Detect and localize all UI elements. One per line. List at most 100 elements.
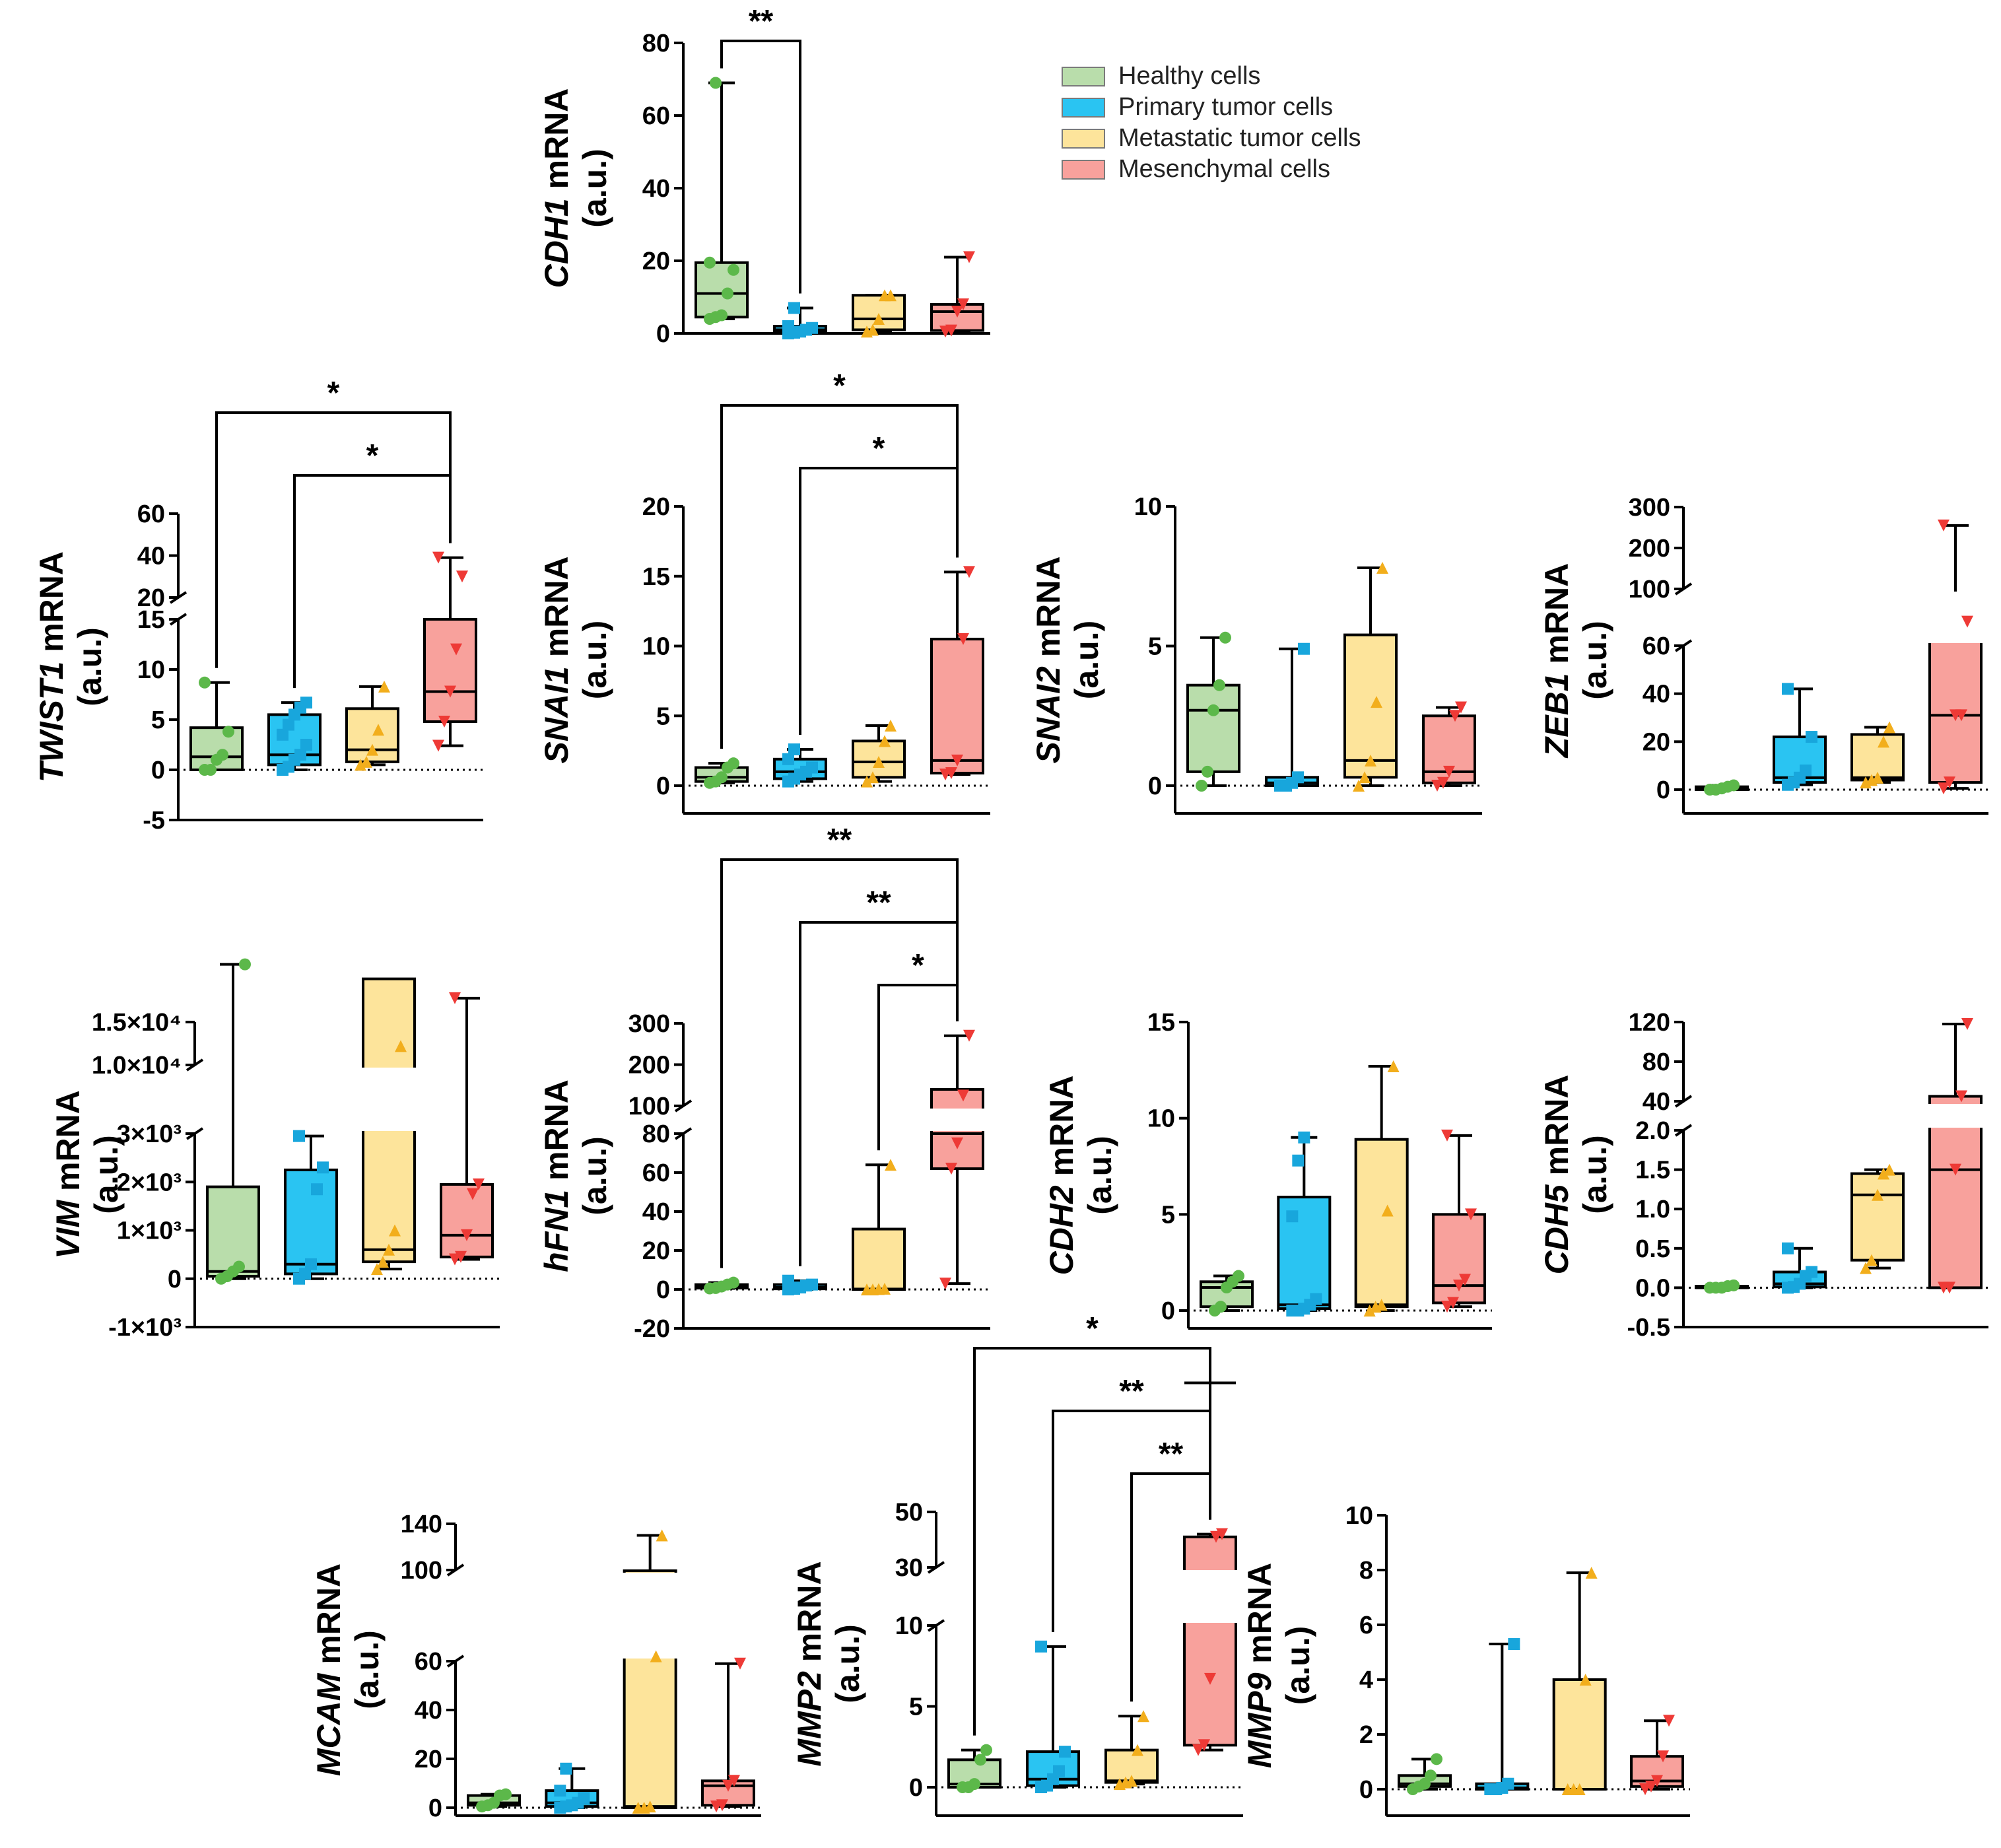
y-tick-label: 4 xyxy=(1359,1666,1373,1694)
box-metastatic xyxy=(1343,562,1398,792)
iqr-box xyxy=(1928,1095,1983,1289)
iqr-box xyxy=(1773,736,1827,784)
significance-label: ** xyxy=(1159,1437,1184,1472)
gene-name: CDH1 xyxy=(538,198,575,288)
iqr-box xyxy=(695,261,749,319)
y-axis-unit: (a.u.) xyxy=(576,1136,613,1215)
y-tick-label: 60 xyxy=(642,102,670,130)
data-point xyxy=(300,697,312,709)
y-tick-label: 40 xyxy=(1643,681,1670,708)
data-point xyxy=(1137,1710,1149,1723)
y-tick-label: -0.5 xyxy=(1627,1314,1670,1342)
data-point xyxy=(722,1779,734,1792)
gene-name: hFN1 xyxy=(538,1190,575,1272)
panel-cdh2: 0 5 10 15 CDH2 mRNA (a.u.) xyxy=(1043,1009,1492,1330)
y-tick-label: 0 xyxy=(1359,1776,1373,1804)
box-break-band xyxy=(1928,1104,1983,1128)
y-tick-label: 0 xyxy=(151,757,165,784)
data-point xyxy=(945,1163,957,1175)
iqr-box xyxy=(423,618,477,724)
data-point xyxy=(1782,1242,1794,1254)
bracket-line xyxy=(215,411,452,668)
y-tick-label: 0 xyxy=(1656,776,1670,804)
significance-label: * xyxy=(1086,1311,1099,1346)
panel-zeb1: 0 20 40 60 100 200 300 ZEB1 mRNA (a.u.) xyxy=(1538,494,1988,815)
significance-bracket: * xyxy=(293,438,452,689)
y-tick-label: 20 xyxy=(1643,728,1670,756)
ylabel-suffix: mRNA xyxy=(538,88,575,199)
gene-name: TWIST1 xyxy=(33,662,70,782)
data-point xyxy=(957,298,969,310)
y-tick-label: 3×10³ xyxy=(117,1120,182,1148)
data-point xyxy=(806,322,818,334)
y-tick-label: 40 xyxy=(642,1198,670,1226)
box-mesenchymal xyxy=(440,992,494,1266)
significance-label: ** xyxy=(827,823,852,858)
legend-swatch-healthy xyxy=(1062,66,1105,86)
data-point xyxy=(1441,1301,1453,1313)
y-axis-unit: (a.u.) xyxy=(576,621,613,699)
box-healthy xyxy=(189,676,244,776)
y-tick-label: 0 xyxy=(168,1266,182,1293)
box-metastatic xyxy=(1354,1060,1409,1317)
y-tick-label: 10 xyxy=(895,1612,923,1640)
data-point xyxy=(217,749,228,761)
ylabel-suffix: mRNA xyxy=(1030,557,1067,667)
significance-label: ** xyxy=(749,4,774,39)
y-tick-label: 1×10³ xyxy=(117,1217,182,1245)
data-point xyxy=(432,551,444,564)
data-point xyxy=(1371,696,1382,708)
bracket-line xyxy=(720,40,801,294)
y-tick-label: 300 xyxy=(1629,494,1670,522)
data-point xyxy=(1938,519,1950,531)
data-point xyxy=(873,313,885,325)
iqr-box xyxy=(852,1227,906,1291)
data-point xyxy=(377,1256,389,1268)
data-point xyxy=(1782,683,1794,695)
data-point xyxy=(1573,1783,1586,1795)
box-metastatic xyxy=(1552,1567,1607,1795)
data-point xyxy=(1126,1775,1137,1787)
data-point xyxy=(644,1800,656,1813)
data-point xyxy=(1375,1299,1388,1311)
data-point xyxy=(1645,1780,1657,1793)
box-healthy xyxy=(467,1788,521,1813)
box-mesenchymal xyxy=(1928,1018,1983,1294)
ylabel-suffix: mRNA xyxy=(310,1563,347,1674)
significance-label: * xyxy=(912,948,924,983)
gene-name: SNAI1 xyxy=(538,666,575,763)
y-tick-label: 10 xyxy=(1134,493,1162,521)
data-point xyxy=(1663,1715,1675,1727)
y-tick-label: 5 xyxy=(1161,1201,1175,1229)
significance-label: * xyxy=(833,368,846,403)
data-point xyxy=(1459,1274,1471,1286)
data-point xyxy=(1381,1204,1394,1217)
iqr-box xyxy=(1277,1196,1332,1311)
box-healthy xyxy=(695,77,749,325)
significance-bracket: ** xyxy=(720,4,801,294)
data-point xyxy=(1657,1750,1669,1763)
y-tick-label: 10 xyxy=(1147,1105,1175,1133)
data-point xyxy=(456,570,468,583)
data-point xyxy=(945,767,957,779)
box-primary xyxy=(545,1762,599,1814)
box-healthy xyxy=(1695,779,1749,796)
y-axis-label: SNAI2 mRNA xyxy=(1030,557,1067,764)
iqr-box xyxy=(1850,1172,1905,1262)
data-point xyxy=(299,1268,311,1280)
box-mesenchymal xyxy=(1630,1715,1684,1795)
data-point xyxy=(277,728,288,741)
data-point xyxy=(867,324,879,336)
panel-snai1: 0 5 10 15 20 SNAI1 mRNA (a.u.) * * xyxy=(538,368,990,815)
data-point xyxy=(1441,1129,1453,1142)
box-mesenchymal xyxy=(1432,1129,1486,1313)
box-mesenchymal xyxy=(701,1657,755,1813)
data-point xyxy=(945,324,957,337)
y-tick-label: 200 xyxy=(628,1052,670,1079)
ylabel-suffix: mRNA xyxy=(1043,1076,1080,1186)
y-tick-label: 5 xyxy=(151,706,165,734)
data-point xyxy=(473,1178,485,1190)
box-metastatic xyxy=(1850,1163,1905,1274)
data-point xyxy=(1059,1746,1071,1758)
box-primary xyxy=(1773,1242,1827,1294)
